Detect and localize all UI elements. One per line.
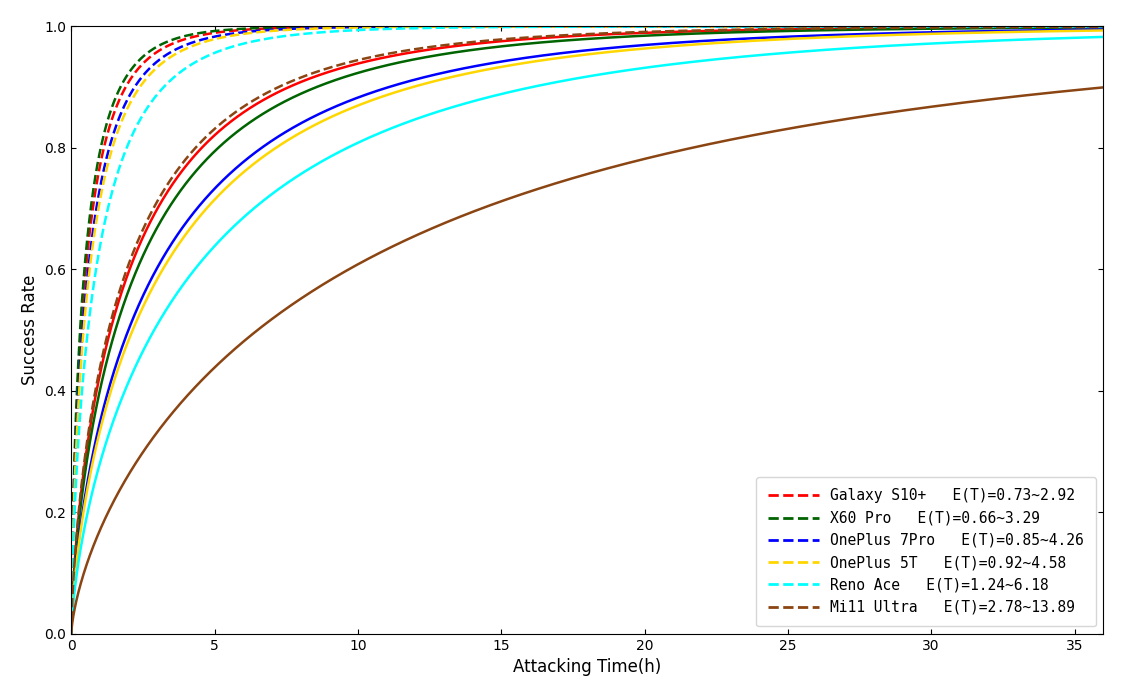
X-axis label: Attacking Time(h): Attacking Time(h) — [513, 658, 661, 676]
Legend: Galaxy S10+   E(T)=0.73~2.92, X60 Pro   E(T)=0.66~3.29, OnePlus 7Pro   E(T)=0.85: Galaxy S10+ E(T)=0.73~2.92, X60 Pro E(T)… — [756, 477, 1096, 627]
Y-axis label: Success Rate: Success Rate — [21, 275, 39, 385]
